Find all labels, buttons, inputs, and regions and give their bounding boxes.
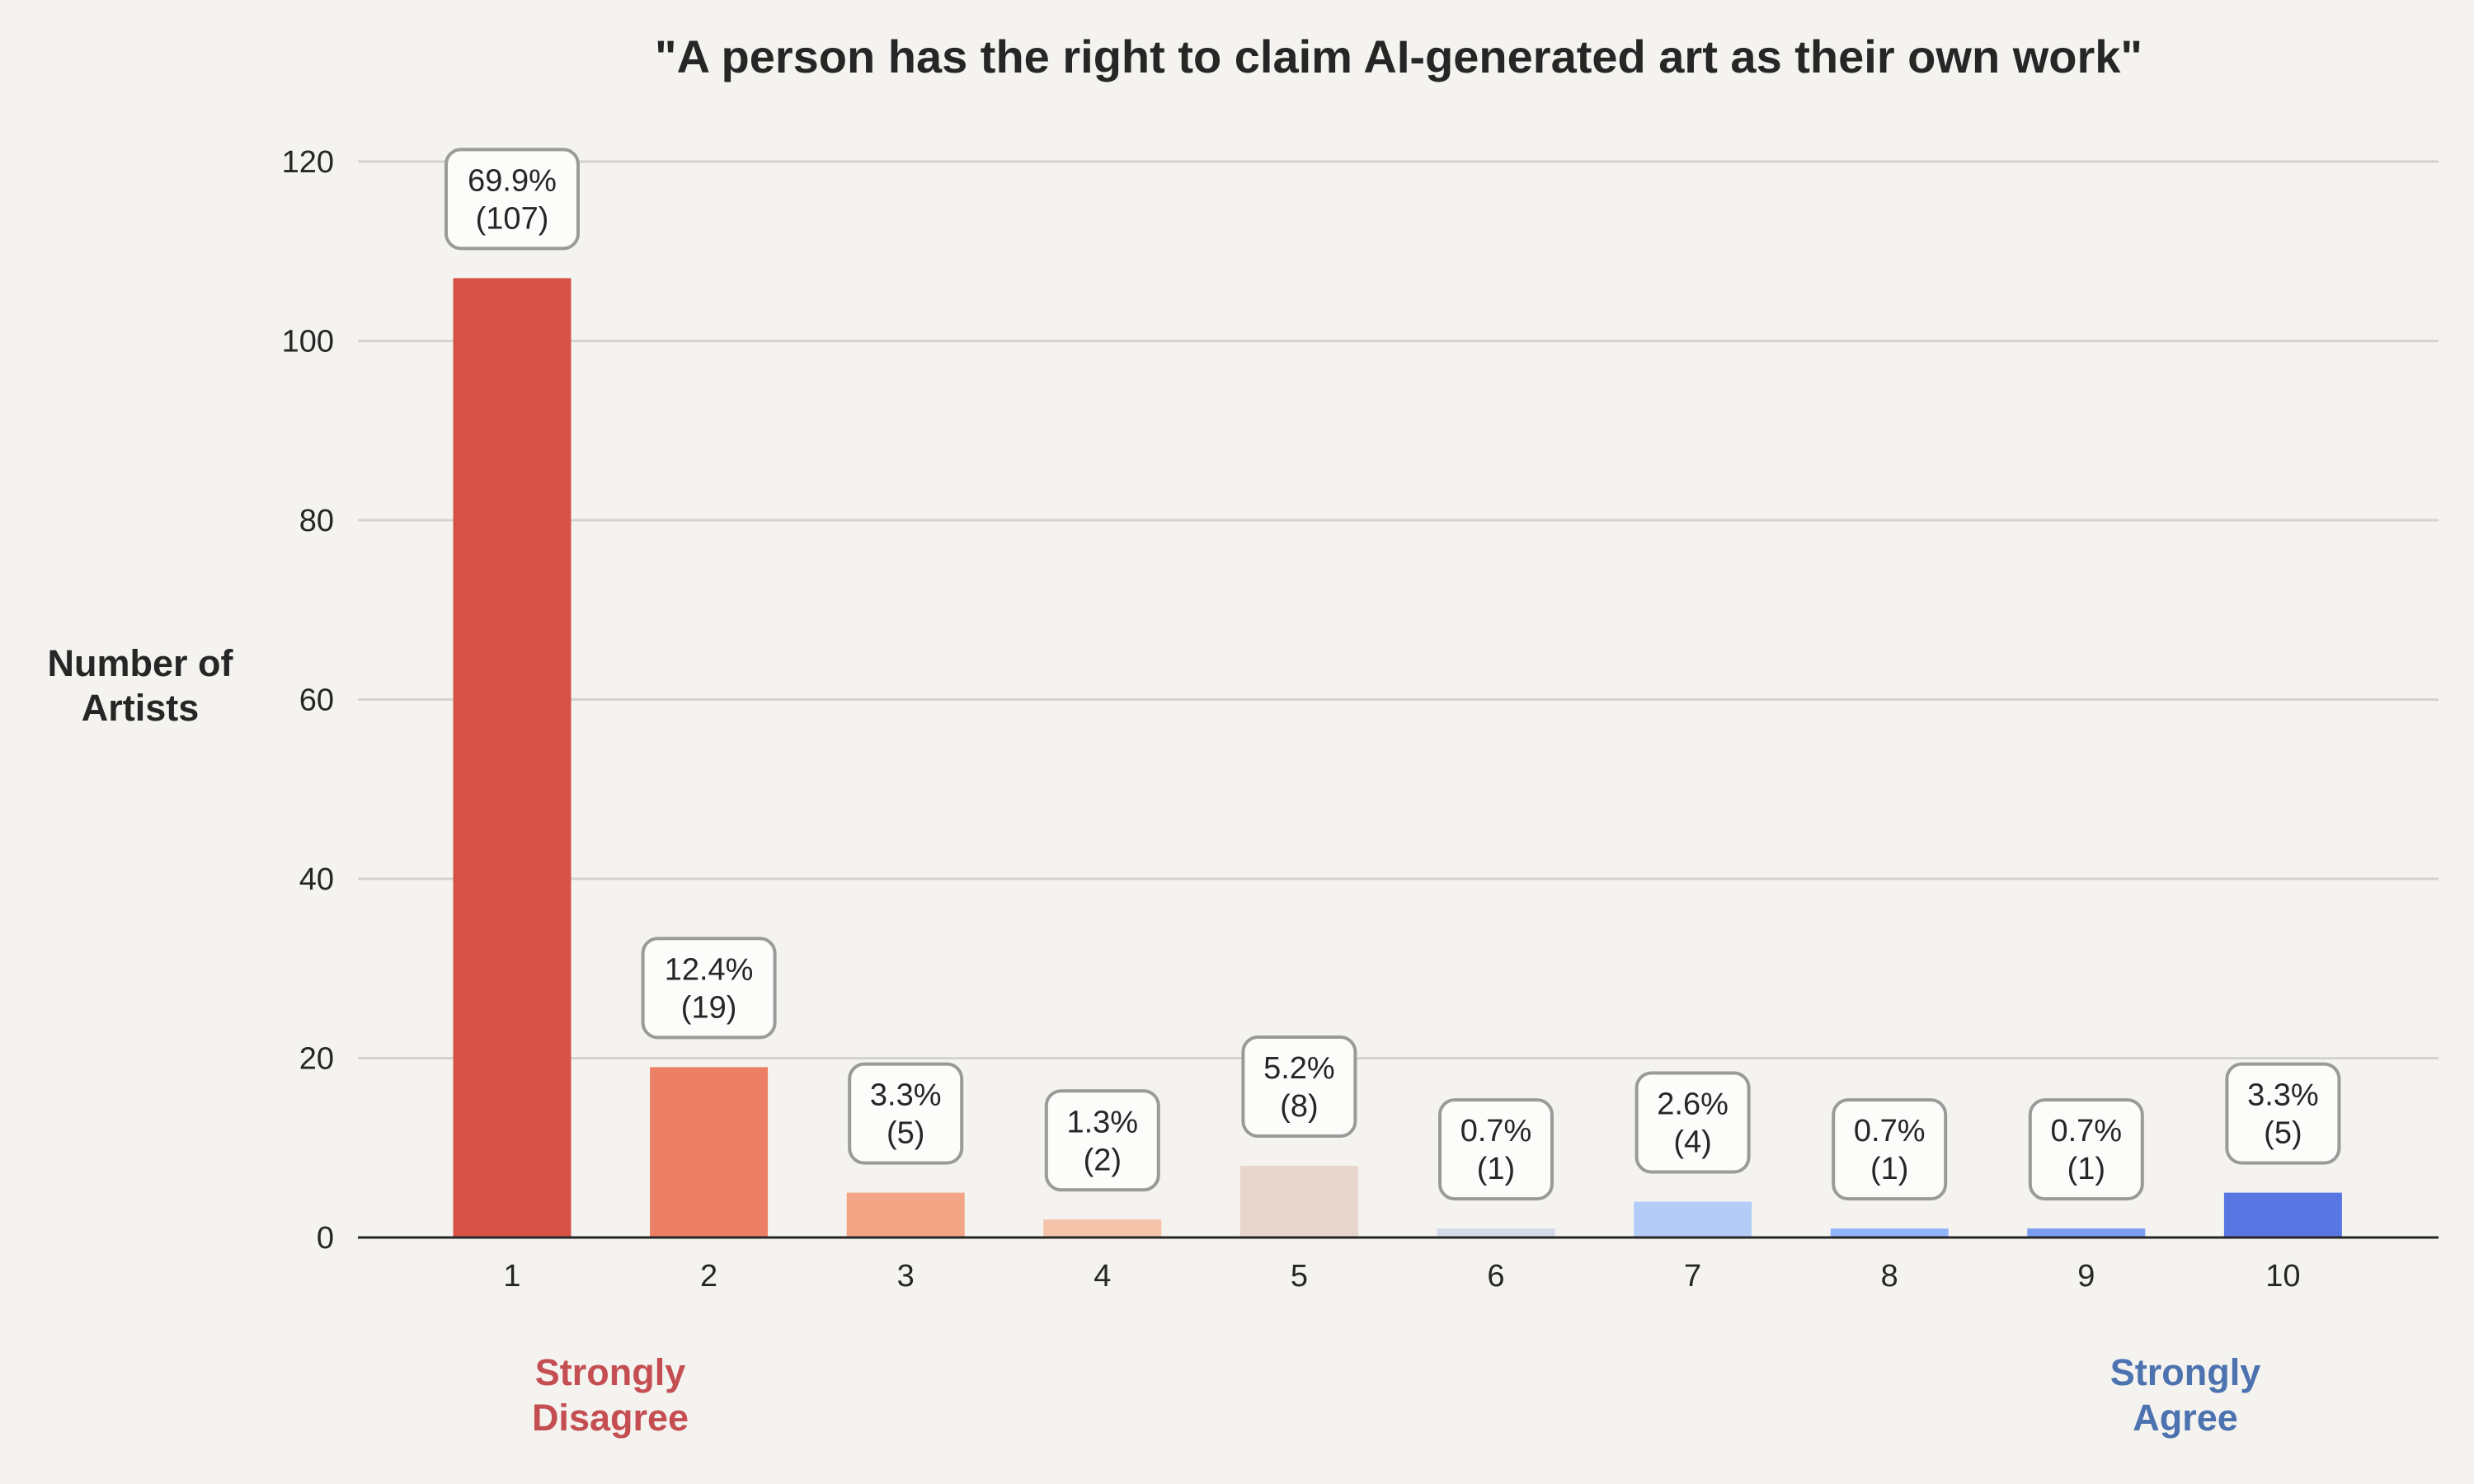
count-label: (8) [1280,1089,1318,1124]
y-tick-label: 120 [282,145,334,180]
percent-label: 0.7% [1854,1114,1926,1148]
strongly-agree-line-2: Agree [2133,1397,2238,1439]
percent-label: 2.6% [1657,1087,1729,1122]
y-axis-label-line-1: Number of [48,642,234,684]
y-axis-label: Number of Artists [48,642,234,729]
percent-label: 69.9% [468,163,557,198]
data-label-3: 3.3%(5) [848,1062,964,1165]
y-tick-label: 0 [317,1221,334,1256]
data-label-box [1438,1098,1554,1201]
data-label-box [444,148,580,251]
data-label-6: 0.7% (1) [1438,1098,1554,1201]
count-label: (5) [887,1116,924,1151]
strongly-disagree-line-2: Disagree [532,1397,689,1439]
bar-7 [1634,1201,1752,1237]
bars [453,278,2342,1237]
bar-3 [846,1192,965,1237]
bar-5 [1239,1166,1358,1237]
count-label: (1) [1870,1152,1908,1186]
x-tick-label: 3 [897,1259,915,1294]
data-label-box [1241,1036,1357,1138]
data-label-8: 0.7% (1) [1832,1098,1948,1201]
x-tick-label: 9 [2077,1259,2095,1294]
y-tick-labels: 0 20 40 60 80 100 120 [282,145,334,1256]
percent-label: 5.2% [1263,1051,1335,1086]
strongly-disagree-line-1: Strongly [535,1351,686,1393]
x-tick-label: 5 [1291,1259,1308,1294]
count-label: (107) [476,201,549,236]
percent-label: 12.4% [665,952,754,987]
data-label-box [1832,1098,1948,1201]
bar-6 [1437,1228,1555,1237]
scale-annotation-left: Strongly Disagree [532,1351,689,1439]
x-tick-labels: 1 2 3 4 5 6 7 8 9 10 [503,1259,2300,1294]
data-label-box [2225,1062,2341,1165]
count-label: (5) [2264,1116,2302,1151]
x-tick-label: 2 [700,1259,717,1294]
y-tick-label: 60 [299,683,334,718]
y-tick-label: 20 [299,1042,334,1077]
percent-label: 3.3% [2247,1078,2319,1113]
y-tick-label: 100 [282,325,334,359]
bar-1 [453,278,571,1237]
x-tick-label: 1 [503,1259,520,1294]
count-label: (1) [1477,1152,1515,1186]
percent-label: 0.7% [2050,1114,2122,1148]
y-axis-label-line-2: Artists [82,687,200,729]
percent-label: 3.3% [870,1078,942,1113]
count-label: (4) [1673,1125,1711,1160]
percent-label: 1.3% [1066,1105,1138,1139]
data-label-box [1044,1089,1160,1192]
scale-annotation-right: Strongly Agree [2110,1351,2261,1439]
data-label-2: 12.4%(19) [641,937,777,1040]
x-tick-label: 6 [1487,1259,1504,1294]
gridlines [358,160,2439,1059]
count-label: (1) [2067,1152,2105,1186]
x-tick-label: 7 [1684,1259,1701,1294]
y-tick-label: 40 [299,862,334,897]
data-label-box [641,937,777,1040]
bar-9 [2027,1228,2146,1237]
data-label-5: 5.2%(8) [1241,1036,1357,1138]
bar-4 [1043,1219,1162,1237]
chart-title: "A person has the right to claim AI-gene… [655,31,2142,82]
data-label-box [2028,1098,2144,1201]
data-label-7: 2.6%(4) [1634,1071,1751,1174]
x-tick-label: 10 [2265,1259,2300,1294]
percent-label: 0.7% [1460,1114,1532,1148]
data-label-1: 69.9%(107) [444,148,580,251]
x-tick-label: 4 [1094,1259,1111,1294]
count-label: (19) [681,990,737,1025]
strongly-agree-line-1: Strongly [2110,1351,2261,1393]
data-labels: 69.9%(107)12.4%(19)3.3%(5) 1.3%(2)5.2%(8)… [444,148,2341,1201]
count-label: (2) [1084,1143,1122,1177]
data-label-box [848,1062,964,1165]
data-label-box [1634,1071,1751,1174]
bar-2 [650,1067,769,1237]
bar-8 [1830,1228,1949,1237]
bar-10 [2223,1192,2342,1237]
data-label-9: 0.7% (1) [2028,1098,2144,1201]
y-tick-label: 80 [299,504,334,538]
data-label-4: 1.3% (2) [1044,1089,1160,1192]
data-label-10: 3.3%(5) [2225,1062,2341,1165]
x-tick-label: 8 [1881,1259,1898,1294]
